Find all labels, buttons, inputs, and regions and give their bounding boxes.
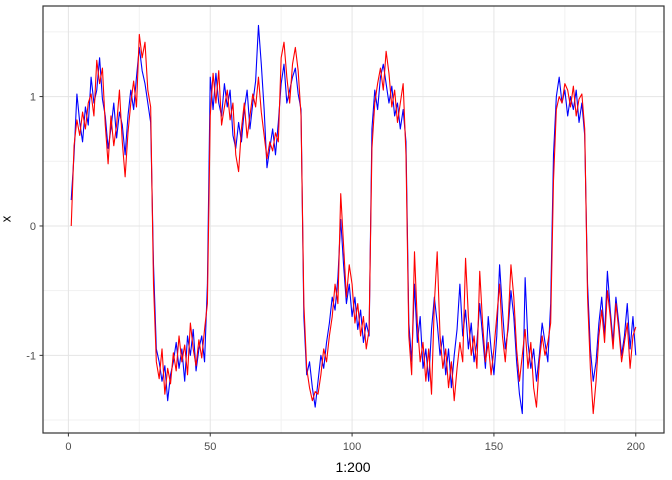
y-tick-label: -1 (26, 350, 36, 362)
panel-border (42, 5, 665, 434)
x-axis-title: 1:200 (335, 459, 371, 475)
y-tick-label: 0 (30, 221, 36, 233)
x-tick-label: 150 (485, 441, 503, 453)
plot-panel (43, 6, 664, 433)
y-tick-label: 1 (30, 92, 36, 104)
x-tick-label: 0 (65, 441, 71, 453)
x-tick-label: 100 (343, 441, 361, 453)
x-tick-label: 200 (627, 441, 645, 453)
x-tick-label: 50 (204, 441, 216, 453)
series-red-line (70, 33, 637, 415)
y-axis-title: x (0, 215, 14, 223)
